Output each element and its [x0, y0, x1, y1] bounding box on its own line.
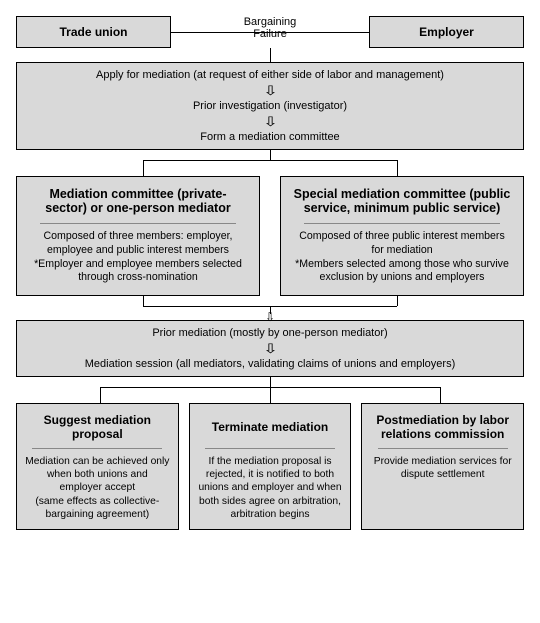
- bargaining-text-2: Failure: [253, 28, 287, 40]
- bargaining-text-1: Bargaining: [244, 16, 297, 28]
- committee-private-title: Mediation committee (private-sector) or …: [29, 187, 247, 215]
- outcome-postmediation-body: Provide mediation services for dispute s…: [370, 455, 515, 481]
- session-step-1: Prior mediation (mostly by one-person me…: [152, 327, 387, 339]
- split-connector-2: [16, 150, 524, 176]
- session-step-2: Mediation session (all mediators, valida…: [85, 358, 456, 370]
- committee-public-body2: *Members selected among those who surviv…: [293, 258, 511, 286]
- divider: [304, 223, 500, 224]
- outcome-postmediation-box: Postmediation by labor relations commiss…: [361, 403, 524, 530]
- apply-step-1: Apply for mediation (at request of eithe…: [96, 69, 444, 81]
- employer-box: Employer: [369, 16, 524, 48]
- session-box: Prior mediation (mostly by one-person me…: [16, 320, 524, 377]
- arrow-icon: ⇩: [262, 342, 277, 355]
- outcome-terminate-body: If the mediation proposal is rejected, i…: [198, 455, 343, 521]
- committee-public-title: Special mediation committee (public serv…: [293, 187, 511, 215]
- apply-step-3: Form a mediation committee: [200, 131, 339, 143]
- committee-public-box: Special mediation committee (public serv…: [280, 176, 524, 296]
- outcome-suggest-title: Suggest mediation proposal: [25, 412, 170, 442]
- trade-union-box: Trade union: [16, 16, 171, 48]
- outcome-suggest-body2: (same effects as collective-bargaining a…: [25, 495, 170, 521]
- trade-union-label: Trade union: [27, 25, 160, 39]
- outcome-postmediation-title: Postmediation by labor relations commiss…: [370, 412, 515, 442]
- arrow-icon: ⇩: [262, 115, 277, 128]
- arrow-icon: ⇩: [262, 84, 277, 97]
- outcome-terminate-box: Terminate mediation If the mediation pro…: [189, 403, 352, 530]
- split-connector-3: [16, 377, 524, 403]
- connector: [270, 48, 271, 62]
- apply-step-2: Prior investigation (investigator): [193, 100, 347, 112]
- divider: [32, 448, 162, 449]
- employer-label: Employer: [380, 25, 513, 39]
- committee-private-box: Mediation committee (private-sector) or …: [16, 176, 260, 296]
- divider: [378, 448, 508, 449]
- apply-steps-box: Apply for mediation (at request of eithe…: [16, 62, 524, 150]
- merge-connector-2: ⇩: [16, 296, 524, 320]
- outcome-terminate-title: Terminate mediation: [212, 412, 328, 442]
- outcome-suggest-box: Suggest mediation proposal Mediation can…: [16, 403, 179, 530]
- committee-private-body2: *Employer and employee members selected …: [29, 258, 247, 286]
- bargaining-failure-label: Bargaining Failure: [244, 16, 297, 40]
- committee-public-body1: Composed of three public interest member…: [293, 230, 511, 258]
- arrow-icon: ⇩: [265, 310, 275, 324]
- divider: [40, 223, 236, 224]
- outcome-suggest-body: Mediation can be achieved only when both…: [25, 455, 170, 495]
- committee-private-body1: Composed of three members: employer, emp…: [29, 230, 247, 258]
- divider: [205, 448, 335, 449]
